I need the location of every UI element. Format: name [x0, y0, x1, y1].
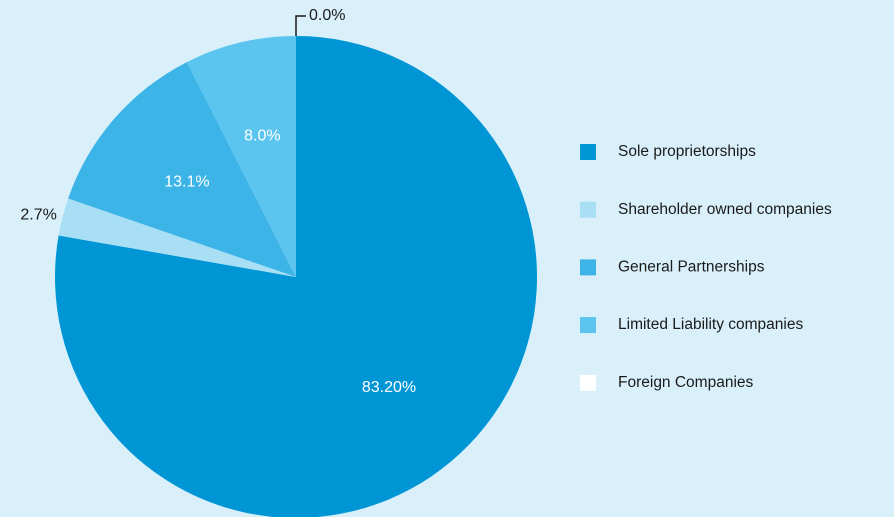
- slice-label: 0.0%: [309, 7, 345, 24]
- legend-label: Shareholder owned companies: [618, 201, 832, 218]
- legend-swatch: [580, 144, 596, 160]
- legend-swatch: [580, 259, 596, 276]
- pie-slice: [55, 36, 537, 517]
- slice-label: 2.7%: [20, 207, 56, 224]
- legend-swatch: [580, 317, 596, 334]
- legend-swatch: [580, 374, 596, 391]
- leader-line: [295, 15, 306, 36]
- legend-swatch: [580, 201, 596, 218]
- pie-slice: [58, 198, 297, 277]
- legend-label: Limited Liability companies: [618, 316, 803, 333]
- slice-label: 8.0%: [244, 128, 280, 145]
- legend-label: Sole proprietorships: [618, 143, 756, 160]
- slice-label: 83.20%: [362, 379, 416, 396]
- pie-slice: [68, 62, 296, 277]
- pie-slice: [186, 36, 296, 277]
- slice-label: 13.1%: [164, 173, 209, 190]
- legend-label: Foreign Companies: [618, 374, 754, 391]
- legend-label: General Partnerships: [618, 258, 765, 275]
